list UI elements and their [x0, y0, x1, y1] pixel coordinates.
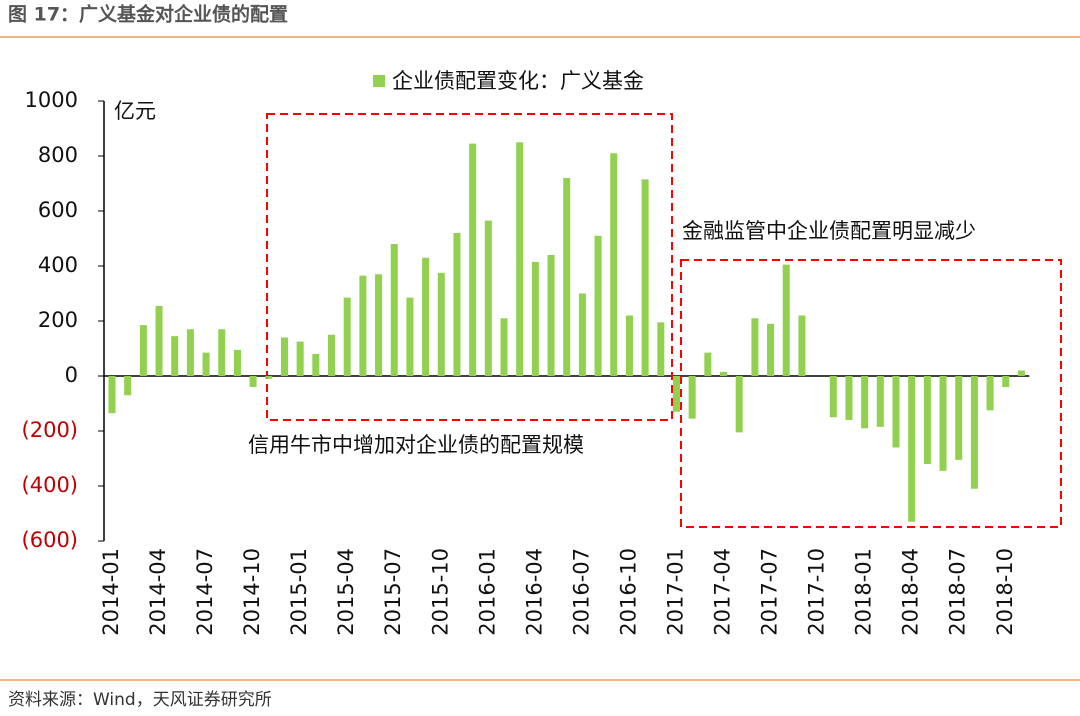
bar	[563, 178, 571, 376]
x-tick-label: 2018-04	[899, 548, 923, 636]
x-tick-label: 2015-10	[428, 548, 452, 636]
bar	[657, 322, 665, 376]
x-tick-label: 2017-10	[805, 548, 829, 636]
annotation: 金融监管中企业债配置明显减少	[682, 219, 976, 243]
bar	[845, 376, 853, 420]
y-unit: 亿元	[114, 99, 156, 123]
bar	[233, 349, 241, 376]
bar	[171, 336, 179, 376]
bar	[798, 315, 806, 376]
y-tick-label: 600	[38, 198, 78, 222]
bar	[610, 153, 618, 376]
bar	[1002, 376, 1010, 387]
bar	[124, 376, 132, 396]
bar	[343, 297, 351, 376]
source: 资料来源：Wind，天风证券研究所	[8, 690, 272, 710]
y-tick-label: 1000	[25, 88, 78, 112]
x-tick-label: 2016-04	[522, 548, 546, 636]
highlight-box	[266, 113, 673, 421]
bar	[484, 220, 492, 376]
bar	[876, 376, 884, 427]
bar	[469, 143, 477, 376]
legend-swatch	[373, 75, 385, 87]
x-tick-label: 2016-10	[616, 548, 640, 636]
bar	[202, 352, 210, 376]
bar	[939, 376, 947, 471]
x-tick-label: 2017-04	[711, 548, 735, 636]
y-tick-label: 200	[38, 308, 78, 332]
bar	[531, 261, 539, 376]
bar	[923, 376, 931, 464]
bar	[688, 376, 696, 419]
legend-label: 企业债配置变化：广义基金	[392, 69, 644, 93]
bar	[735, 376, 743, 433]
bar	[406, 297, 414, 376]
bar	[578, 293, 586, 376]
bar	[720, 371, 728, 376]
bar	[422, 257, 430, 376]
bar	[1017, 370, 1025, 376]
bar	[265, 376, 273, 379]
bar	[390, 244, 398, 376]
highlight-box	[680, 259, 1062, 528]
bar	[625, 315, 633, 376]
y-tick-label: (200)	[22, 418, 78, 442]
x-tick-label: 2018-01	[852, 548, 876, 636]
bar	[861, 376, 869, 429]
bar	[359, 275, 367, 376]
y-tick-label: 400	[38, 253, 78, 277]
bar	[375, 274, 383, 376]
bar	[453, 233, 461, 376]
bar	[751, 318, 759, 376]
x-tick-label: 2014-07	[193, 548, 217, 636]
bar	[280, 337, 288, 376]
bar	[782, 264, 790, 376]
bar	[155, 305, 163, 376]
x-tick-label: 2015-04	[334, 548, 358, 636]
x-tick-label: 2014-10	[240, 548, 264, 636]
bar	[218, 329, 226, 376]
bar	[892, 376, 900, 448]
annotation: 信用牛市中增加对企业债的配置规模	[248, 433, 584, 457]
bar	[516, 142, 524, 376]
x-tick-label: 2016-07	[569, 548, 593, 636]
bar	[955, 376, 963, 460]
bar	[328, 334, 336, 376]
bar	[139, 325, 147, 376]
y-tick-label: (400)	[22, 473, 78, 497]
bar	[908, 376, 916, 522]
bar	[500, 318, 508, 376]
x-tick-label: 2015-07	[381, 548, 405, 636]
x-tick-label: 2016-01	[475, 548, 499, 636]
bar	[641, 179, 649, 376]
bar	[249, 376, 257, 387]
bar	[296, 341, 304, 376]
bar	[767, 323, 775, 376]
bar	[829, 376, 837, 418]
bar	[704, 352, 712, 376]
x-tick-label: 2017-07	[758, 548, 782, 636]
bar	[970, 376, 978, 489]
bar	[437, 272, 445, 376]
bar	[186, 329, 194, 376]
y-tick-label: 0	[65, 363, 78, 387]
bar	[986, 376, 994, 411]
y-tick-label: 800	[38, 143, 78, 167]
x-tick-label: 2018-10	[993, 548, 1017, 636]
bar	[672, 376, 680, 412]
x-tick-label: 2018-07	[946, 548, 970, 636]
bar	[312, 354, 320, 376]
x-tick-label: 2015-01	[287, 548, 311, 636]
bar	[594, 235, 602, 376]
bar	[108, 376, 116, 414]
bar	[547, 255, 555, 376]
x-tick-label: 2014-01	[99, 548, 123, 636]
y-tick-label: (600)	[22, 528, 78, 552]
x-tick-label: 2017-01	[663, 548, 687, 636]
x-tick-label: 2014-04	[146, 548, 170, 636]
chart-title: 图 17：广义基金对企业债的配置	[8, 3, 288, 26]
